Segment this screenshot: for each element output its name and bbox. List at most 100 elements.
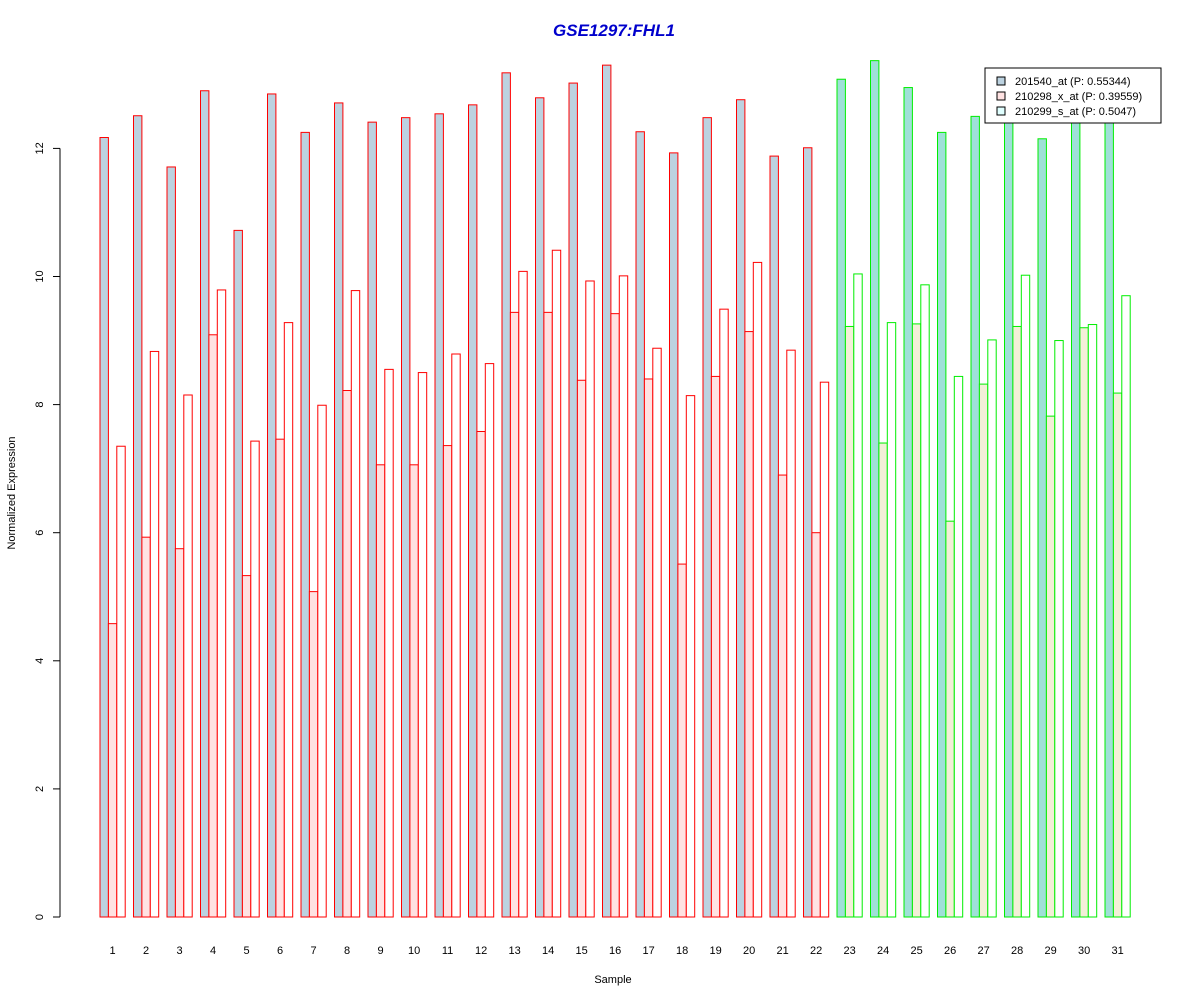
- bar: [283, 322, 294, 918]
- bar: [652, 347, 662, 918]
- legend-swatch: [996, 76, 1006, 86]
- x-tick-label: 26: [944, 945, 956, 957]
- bar: [786, 349, 796, 918]
- bar: [233, 229, 243, 918]
- bar: [744, 331, 754, 918]
- bar: [953, 375, 964, 918]
- bar: [710, 375, 721, 918]
- bar: [308, 591, 319, 918]
- legend-label: 210298_x_at (P: 0.39559): [1015, 91, 1142, 103]
- x-tick-label: 12: [475, 945, 487, 957]
- legend-box: [984, 67, 1162, 124]
- bar: [401, 117, 411, 918]
- bar: [518, 270, 528, 918]
- y-tick-label: 2: [34, 786, 46, 792]
- x-tick-label: 3: [177, 945, 183, 957]
- x-tick-label: 16: [609, 945, 621, 957]
- x-tick-label: 22: [810, 945, 822, 957]
- x-tick-label: 19: [709, 945, 721, 957]
- bar: [685, 395, 696, 918]
- legend-swatch: [996, 106, 1006, 116]
- legend: 201540_at (P: 0.55344) 210298_x_at (P: 0.…: [984, 67, 1162, 124]
- chart-title: GSE1297:FHL1: [553, 21, 675, 40]
- bar: [945, 520, 955, 918]
- bar: [769, 155, 779, 918]
- bar: [777, 474, 788, 918]
- bar: [602, 64, 612, 918]
- x-tick-label: 31: [1111, 945, 1123, 957]
- bar: [375, 464, 386, 918]
- legend-label: 210299_s_at (P: 0.5047): [1015, 106, 1136, 118]
- x-tick-label: 9: [378, 945, 384, 957]
- y-tick-label: 6: [34, 530, 46, 536]
- legend-label: 201540_at (P: 0.55344): [1015, 76, 1131, 88]
- y-tick-label: 0: [34, 914, 46, 920]
- x-tick-label: 10: [408, 945, 420, 957]
- bar: [442, 445, 453, 918]
- bar: [417, 372, 428, 918]
- bar: [878, 442, 888, 918]
- x-axis-label: Sample: [594, 974, 631, 986]
- bar: [920, 284, 930, 918]
- bar: [1045, 415, 1056, 918]
- x-tick-label: 18: [676, 945, 688, 957]
- y-axis: 0 2 4 6 8 10 12: [34, 142, 61, 920]
- bar: [870, 60, 880, 918]
- x-tick-label: 21: [776, 945, 788, 957]
- x-tick-label: 2: [143, 945, 149, 957]
- bar: [434, 113, 444, 918]
- bar: [811, 532, 821, 918]
- bar: [451, 353, 461, 918]
- x-tick-label: 27: [977, 945, 989, 957]
- bar: [1104, 119, 1114, 918]
- bar: [1054, 340, 1064, 918]
- bar: [116, 445, 126, 918]
- x-tick-label: 24: [877, 945, 889, 957]
- bar: [618, 275, 629, 918]
- bar: [334, 102, 344, 918]
- bar: [183, 394, 193, 918]
- bar: [509, 311, 520, 918]
- bar: [200, 90, 210, 918]
- x-tick-label: 7: [311, 945, 317, 957]
- bar: [677, 563, 687, 918]
- x-axis: 1 2 3 4 5 6 7 8 9 10 11 12 13 14 15 16 17 18 19 20 21 22 23 24 2…: [110, 945, 1124, 957]
- bar: [643, 378, 654, 918]
- bar: [250, 440, 260, 918]
- x-tick-label: 28: [1011, 945, 1023, 957]
- bar: [736, 99, 746, 918]
- bar: [719, 308, 729, 918]
- bar: [886, 322, 897, 918]
- bar: [107, 623, 118, 918]
- bar: [367, 121, 377, 918]
- bar: [535, 97, 545, 918]
- bar: [911, 323, 922, 918]
- y-tick-label: 12: [34, 142, 46, 154]
- bar: [275, 438, 285, 918]
- bar: [1087, 324, 1098, 918]
- bar: [702, 117, 712, 918]
- bar: [1071, 122, 1081, 918]
- bar: [576, 379, 587, 918]
- bar: [484, 363, 495, 918]
- bar: [903, 87, 913, 918]
- bar: [803, 147, 813, 918]
- bar: [1020, 274, 1031, 918]
- bar: [267, 93, 277, 918]
- bar: [585, 280, 595, 918]
- bar: [300, 131, 310, 918]
- bar: [1121, 295, 1131, 918]
- y-tick-label: 10: [34, 270, 46, 282]
- y-axis-label: Normalized Expression: [6, 436, 18, 549]
- x-tick-label: 14: [542, 945, 554, 957]
- y-tick-label: 4: [34, 658, 46, 664]
- bar: [174, 548, 185, 918]
- bar: [987, 339, 997, 918]
- bar: [937, 131, 947, 918]
- bar: [216, 289, 227, 918]
- bar: [317, 404, 327, 918]
- bar: [384, 368, 394, 918]
- bar: [501, 72, 511, 918]
- x-tick-label: 23: [843, 945, 855, 957]
